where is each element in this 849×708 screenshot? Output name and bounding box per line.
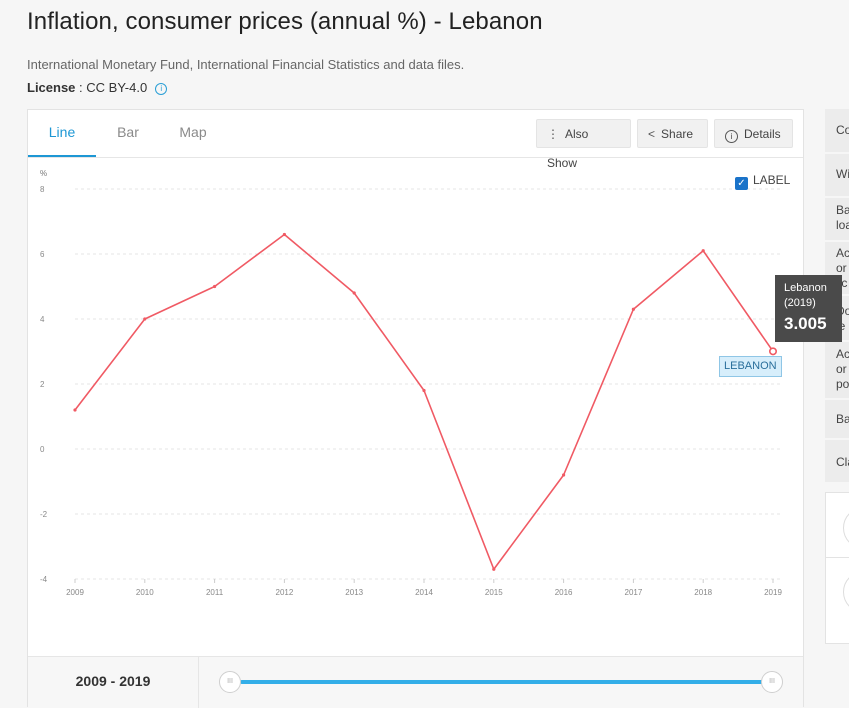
page-title: Inflation, consumer prices (annual %) - … [27, 8, 543, 35]
side-card [825, 492, 849, 644]
side-round-button[interactable] [843, 507, 849, 549]
data-point [352, 291, 356, 295]
y-tick-label: 2 [40, 380, 45, 389]
license-label: License [27, 80, 76, 95]
side-item-1[interactable]: Wi [825, 154, 849, 196]
side-item-5[interactable]: Ac or po [825, 342, 849, 398]
y-tick-label: 6 [40, 250, 45, 259]
series-label-tag[interactable]: LEBANON [719, 356, 782, 377]
y-tick-label: 0 [40, 445, 45, 454]
checkbox-checked-icon[interactable]: ✓ [735, 177, 748, 190]
x-tick-label: 2015 [485, 588, 503, 597]
more-vertical-icon: ⋮ [547, 127, 559, 141]
tooltip-country: Lebanon [784, 282, 827, 294]
data-point [701, 249, 705, 253]
side-item-text: Co [836, 123, 849, 137]
range-end-handle[interactable]: III [761, 671, 783, 693]
side-item-text: Wi [836, 167, 849, 181]
x-tick-label: 2017 [625, 588, 643, 597]
y-tick-label: -4 [40, 575, 48, 584]
share-label: Share [661, 127, 694, 141]
data-point [143, 317, 147, 321]
side-item-6[interactable]: Ba [825, 400, 849, 438]
x-tick-label: 2012 [276, 588, 294, 597]
share-icon: < [648, 127, 656, 141]
side-item-0[interactable]: Co [825, 109, 849, 152]
x-tick-label: 2018 [694, 588, 712, 597]
side-item-text: loa [836, 218, 849, 232]
side-round-button[interactable] [843, 571, 849, 613]
side-item-2[interactable]: Ba loa [825, 198, 849, 240]
data-tooltip: Lebanon (2019) 3.005 [775, 275, 842, 342]
side-item-text: Ba [836, 412, 849, 426]
range-footer: 2009 - 2019 III III [28, 656, 803, 708]
y-tick-label: 4 [40, 315, 45, 324]
data-point [631, 307, 636, 311]
side-card-divider [826, 557, 849, 558]
side-item-7[interactable]: Cla [825, 440, 849, 482]
tooltip-value: 3.005 [784, 314, 827, 333]
side-item-text: or [836, 261, 847, 275]
share-button[interactable]: < Share [637, 119, 708, 148]
license: License : CC BY-4.0 i [27, 80, 168, 95]
y-tick-label: 8 [40, 185, 45, 194]
info-circle-icon: i [725, 130, 738, 143]
side-item-text: Ac [836, 347, 849, 361]
side-item-text: Ba [836, 203, 849, 217]
y-axis-label: % [40, 169, 47, 178]
data-point [422, 388, 426, 393]
tab-bar[interactable]: Bar [117, 124, 139, 140]
x-tick-label: 2013 [345, 588, 363, 597]
view-tabs: Line Bar Map ⋮ Also Show < Share i Details [28, 110, 803, 170]
year-range-label: 2009 - 2019 [28, 657, 199, 708]
range-slider-track[interactable] [240, 680, 772, 684]
line-chart: % 8 6 4 2 0 -2 -4 2009 2010 2011 2012 2013 2014 2015 20… [40, 169, 783, 597]
details-label: Details [744, 127, 781, 141]
data-point [213, 284, 217, 289]
data-source: International Monetary Fund, Internation… [27, 57, 465, 72]
details-button[interactable]: i Details [714, 119, 793, 148]
data-point [282, 232, 286, 237]
label-toggle[interactable]: ✓ LABEL [735, 173, 790, 190]
tab-line[interactable]: Line [28, 110, 96, 157]
data-point [562, 473, 566, 477]
y-tick-label: -2 [40, 510, 48, 519]
series-line-lebanon [74, 233, 774, 571]
tab-map[interactable]: Map [179, 124, 207, 140]
side-item-text: Cla [836, 455, 849, 469]
side-item-text: po [836, 377, 849, 391]
tooltip-year: (2019) [784, 297, 816, 309]
data-point [492, 567, 496, 571]
range-start-handle[interactable]: III [219, 671, 241, 693]
chart-panel: Line Bar Map ⋮ Also Show < Share i Details … [27, 109, 842, 708]
data-point-highlight [768, 347, 777, 356]
x-tick-label: 2011 [206, 588, 224, 597]
x-tick-label: 2009 [66, 588, 84, 597]
side-item-text: or [836, 362, 847, 376]
also-show-button[interactable]: ⋮ Also Show [536, 119, 631, 170]
x-tick-label: 2016 [555, 588, 573, 597]
side-item-text: Ac [836, 246, 849, 260]
data-point [73, 408, 77, 412]
info-icon[interactable]: i [155, 83, 168, 95]
also-show-label: Also Show [547, 127, 589, 170]
x-tick-label: 2014 [415, 588, 433, 597]
license-value: : CC BY-4.0 [75, 80, 148, 95]
x-tick-label: 2019 [764, 588, 782, 597]
x-tick-label: 2010 [136, 588, 154, 597]
label-toggle-text: LABEL [753, 173, 791, 187]
